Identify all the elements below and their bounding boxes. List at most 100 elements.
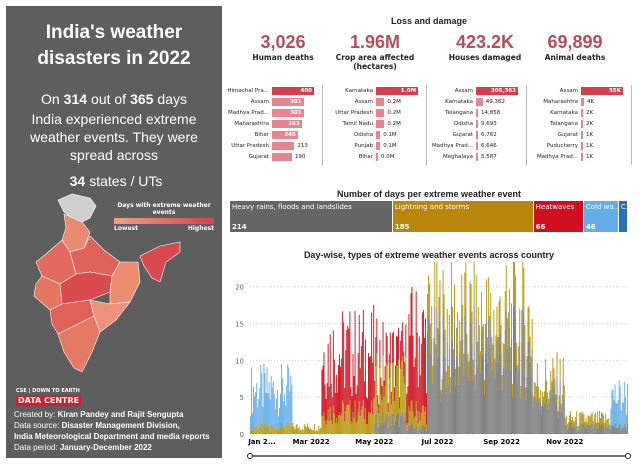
day-bar-heat: [339, 354, 340, 413]
day-bar-rain: [558, 406, 560, 434]
state-bar-row[interactable]: Maharashtra 4K: [535, 96, 635, 107]
day-bar-rain: [426, 430, 427, 434]
state-bar-row[interactable]: Madhya Prad... 6,646: [430, 140, 530, 151]
state-value: 0.1M: [383, 142, 397, 149]
scrollbar[interactable]: [426, 85, 427, 165]
day-bar-rain: [499, 333, 501, 434]
day-bar-lightning: [399, 408, 401, 427]
day-bar-rain: [444, 357, 446, 434]
map-region-east[interactable]: [109, 261, 141, 305]
state-bar-row[interactable]: Odisha 0.1M: [330, 129, 430, 140]
day-bar-rain: [465, 307, 467, 434]
day-bar-lightning: [309, 429, 310, 434]
states-label: states / UTs: [89, 173, 163, 189]
state-bar-row[interactable]: Telangana 2K: [535, 118, 635, 129]
daywise-chart[interactable]: 0 5 10 15 20 Jan 2... Mar 2022 May 2022 Jul 2022…: [228, 262, 633, 462]
day-bar-rain: [415, 423, 417, 434]
x-tick-label: Nov 2022: [546, 438, 583, 446]
state-bar-row[interactable]: Bihar 0.0M: [330, 151, 430, 162]
day-bar-lightning: [539, 389, 541, 403]
state-bar-row[interactable]: Tamil Nadu 0.2M: [330, 118, 430, 129]
slider-handle-start[interactable]: [247, 453, 253, 459]
state-bar-list[interactable]: Assam 55K Maharashtra 4K Karnataka 2K Telangan…: [535, 85, 635, 162]
day-bar-heat: [397, 336, 398, 366]
state-bar-row[interactable]: Uttar Pradesh 0.2M: [330, 107, 430, 118]
state-bar-row[interactable]: Assam 55K: [535, 85, 635, 96]
scrollbar[interactable]: [526, 85, 527, 165]
events-title: Number of days per extreme weather event: [336, 189, 522, 199]
event-segment[interactable]: Heavy rains, floods and landslides 214: [230, 201, 393, 232]
created-label: Created by:: [14, 410, 56, 419]
day-bar-rain: [406, 430, 408, 434]
day-bar-rain: [478, 354, 480, 434]
state-bar-row[interactable]: Assam 0.2M: [330, 96, 430, 107]
state-bar-row[interactable]: Odisha 9,693: [430, 118, 530, 129]
state-bar-row[interactable]: Assam 301: [226, 96, 326, 107]
state-bar-row[interactable]: Uttar Pradesh 213: [226, 140, 326, 151]
day-bar-lightning: [333, 413, 335, 434]
event-segment[interactable]: C...: [618, 201, 628, 232]
state-bar-row[interactable]: Puducherry 1K: [535, 140, 635, 151]
day-bar-lightning: [269, 428, 271, 434]
day-bar-lightning: [338, 415, 339, 434]
day-bar-lightning: [340, 415, 342, 434]
day-bar-cold_wave: [257, 407, 259, 430]
state-bar-row[interactable]: Himachal Pra... 400: [226, 85, 326, 96]
day-bar-lightning: [514, 262, 516, 308]
map-region-northeast[interactable]: [139, 241, 181, 283]
state-bar-list[interactable]: Assam 306,362 Karnataka 49,362 Telangana 14,8…: [430, 85, 530, 162]
state-bar-row[interactable]: Karnataka 49,362: [430, 96, 530, 107]
state-bar-row[interactable]: Gujarat 1K: [535, 129, 635, 140]
state-bar-row[interactable]: Karnataka 1.0M: [330, 85, 430, 96]
day-bar-rain: [543, 407, 545, 434]
state-bar-row[interactable]: Gujarat 6,762: [430, 129, 530, 140]
state-bar-row[interactable]: Madhya Prad... 1K: [535, 151, 635, 162]
day-bar-lightning: [404, 383, 406, 420]
day-bar-lightning: [497, 336, 499, 363]
state-name: Tamil Nadu: [342, 120, 373, 127]
state-bar-row[interactable]: Karnataka 2K: [535, 107, 635, 118]
day-bar-rain: [409, 426, 411, 434]
state-bar-row[interactable]: Assam 306,362: [430, 85, 530, 96]
state-name: Uttar Pradesh: [231, 142, 269, 149]
day-bar-rain: [434, 306, 436, 434]
state-bar-row[interactable]: Madhya Prad... 301: [226, 107, 326, 118]
day-bar-cold_wave: [287, 364, 289, 423]
day-bar-rain: [523, 312, 525, 434]
map-region-south[interactable]: [57, 315, 101, 372]
day-bar-lightning: [385, 363, 387, 414]
state-bar-row[interactable]: Gujarat 190: [226, 151, 326, 162]
day-bar-lightning: [510, 303, 512, 339]
day-bar-rain: [622, 427, 624, 434]
day-bar-cold_wave: [259, 387, 261, 427]
day-bar-heat: [321, 369, 323, 417]
state-bar-list[interactable]: Karnataka 1.0M Assam 0.2M Uttar Pradesh 0.2M T…: [330, 85, 430, 162]
day-bar-lightning: [418, 411, 420, 427]
state-bar-row[interactable]: Maharashtra 283: [226, 118, 326, 129]
event-segment[interactable]: Cold wa... 46: [583, 201, 619, 232]
day-bar-rain: [437, 356, 439, 434]
day-bar-lightning: [275, 428, 277, 434]
map-region-jk[interactable]: [57, 193, 97, 223]
scrollbar[interactable]: [631, 85, 632, 165]
day-bar-rain: [454, 324, 455, 434]
event-segment[interactable]: Lightning and storms 185: [392, 201, 534, 232]
day-bar-heat: [343, 322, 345, 404]
state-bar-row[interactable]: Meghalaya 5,587: [430, 151, 530, 162]
india-map[interactable]: [20, 192, 200, 372]
day-bar-cold_wave: [263, 363, 265, 423]
day-bar-rain: [380, 422, 382, 434]
day-bar-rain: [449, 392, 451, 434]
day-bar-rain: [438, 333, 440, 434]
scrollbar[interactable]: [322, 85, 323, 165]
day-bar-lightning: [600, 418, 601, 427]
day-bar-heat: [341, 358, 343, 414]
state-bar-row[interactable]: Telangana 14,858: [430, 107, 530, 118]
day-bar-rain: [410, 423, 412, 434]
state-bar-list[interactable]: Himachal Pra... 400 Assam 301 Madhya Prad...…: [226, 85, 326, 162]
state-bar-row[interactable]: Bihar 246: [226, 129, 326, 140]
day-bar-rain: [604, 428, 606, 434]
slider-handle-end[interactable]: [625, 453, 631, 459]
event-segment[interactable]: Heatwaves 66: [533, 201, 584, 232]
state-bar-row[interactable]: Punjab 0.1M: [330, 140, 430, 151]
